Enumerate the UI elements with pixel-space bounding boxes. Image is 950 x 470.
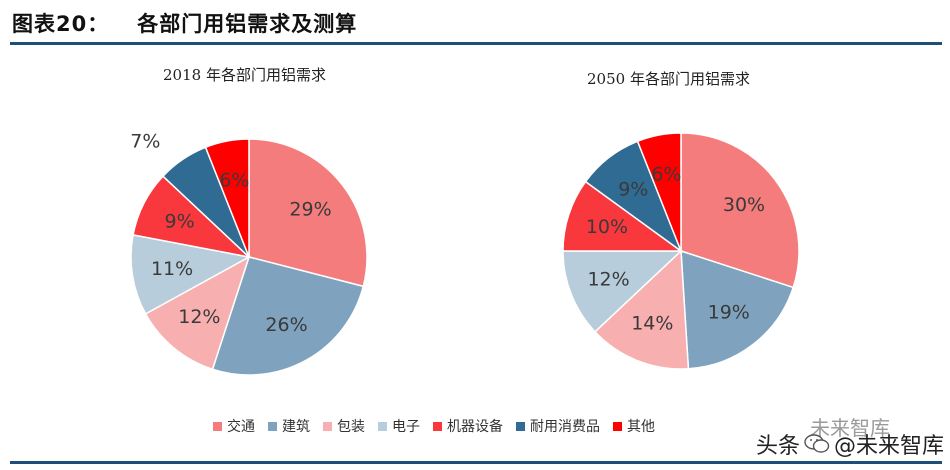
legend-swatch-other bbox=[613, 421, 622, 431]
legend-item-electronics: 电子 bbox=[378, 416, 420, 436]
pie-2050-label-construction: 19% bbox=[708, 302, 750, 324]
pie-2018-slice-packaging bbox=[144, 255, 251, 371]
pie-2050-slice-construction bbox=[680, 249, 795, 370]
legend-label-construction: 建筑 bbox=[282, 419, 310, 435]
pie-2018-slice-electronics bbox=[130, 234, 252, 315]
bottom-rule bbox=[10, 461, 942, 464]
pie-2018-label-transport: 29% bbox=[289, 198, 331, 220]
pie-2050-slice-electronics bbox=[562, 250, 683, 333]
pie-2050-slice-other bbox=[636, 132, 682, 252]
figure-title: 图表20： 各部门用铝需求及测算 bbox=[12, 8, 357, 38]
pie-2018-label-durables: 7% bbox=[130, 131, 160, 153]
pie-2050-label-packaging: 14% bbox=[631, 312, 673, 334]
legend-swatch-durables bbox=[516, 421, 525, 431]
top-rule bbox=[10, 42, 942, 45]
watermark-ghost: 未来智库 bbox=[810, 416, 890, 440]
pie-2018-slice-construction bbox=[211, 256, 365, 376]
legend-swatch-machinery bbox=[433, 421, 442, 431]
legend-label-durables: 耐用消费品 bbox=[530, 419, 600, 435]
pie-2050-title: 2050 年各部门用铝需求 bbox=[587, 70, 750, 88]
pie-2050-slice-packaging bbox=[593, 249, 690, 370]
figure-label: 图表20： bbox=[12, 12, 110, 36]
pie-2018-label-construction: 26% bbox=[265, 314, 307, 336]
legend-swatch-transport bbox=[213, 421, 222, 431]
pie-2050-label-durables: 9% bbox=[618, 178, 648, 200]
legend-item-transport: 交通 bbox=[213, 416, 255, 436]
pie-2018-label-machinery: 9% bbox=[165, 211, 195, 233]
legend-swatch-construction bbox=[268, 421, 277, 431]
wechat-icon bbox=[804, 434, 830, 453]
legend-label-electronics: 电子 bbox=[392, 419, 420, 435]
pie-2050-slice-machinery bbox=[562, 180, 684, 252]
legend-label-transport: 交通 bbox=[227, 419, 255, 435]
legend-item-machinery: 机器设备 bbox=[433, 416, 503, 436]
pie-2018-label-packaging: 12% bbox=[178, 306, 220, 328]
legend-label-machinery: 机器设备 bbox=[447, 419, 503, 435]
pie-2018-label-other: 6% bbox=[219, 169, 249, 191]
figure-heading: 各部门用铝需求及测算 bbox=[137, 12, 358, 36]
legend-item-packaging: 包装 bbox=[323, 416, 365, 436]
pie-2018-slice-transport bbox=[248, 138, 368, 288]
legend-swatch-packaging bbox=[323, 421, 332, 431]
legend: 交通 建筑 包装 电子 机器设备 耐用消费品 其他 bbox=[213, 416, 668, 436]
legend-item-construction: 建筑 bbox=[268, 416, 310, 436]
legend-item-durables: 耐用消费品 bbox=[516, 416, 600, 436]
pie-2050-slice-transport bbox=[680, 132, 800, 289]
legend-label-other: 其他 bbox=[627, 419, 655, 435]
watermark-prefix: 头条 bbox=[756, 434, 801, 459]
watermark-brand: @未来智库 bbox=[834, 434, 945, 459]
legend-label-packaging: 包装 bbox=[337, 419, 365, 435]
pie-2050-label-electronics: 12% bbox=[587, 269, 629, 291]
legend-item-other: 其他 bbox=[613, 416, 655, 436]
pie-2050-label-machinery: 10% bbox=[586, 216, 628, 238]
pie-2018-title: 2018 年各部门用铝需求 bbox=[163, 66, 326, 84]
pie-2050-label-other: 6% bbox=[651, 163, 681, 185]
pie-2018-slice-other bbox=[204, 138, 250, 258]
pie-2050-label-transport: 30% bbox=[723, 194, 765, 216]
legend-swatch-electronics bbox=[378, 421, 387, 431]
watermark: 头条 @未来智库 bbox=[756, 428, 944, 460]
pie-2018-label-electronics: 11% bbox=[151, 258, 193, 280]
